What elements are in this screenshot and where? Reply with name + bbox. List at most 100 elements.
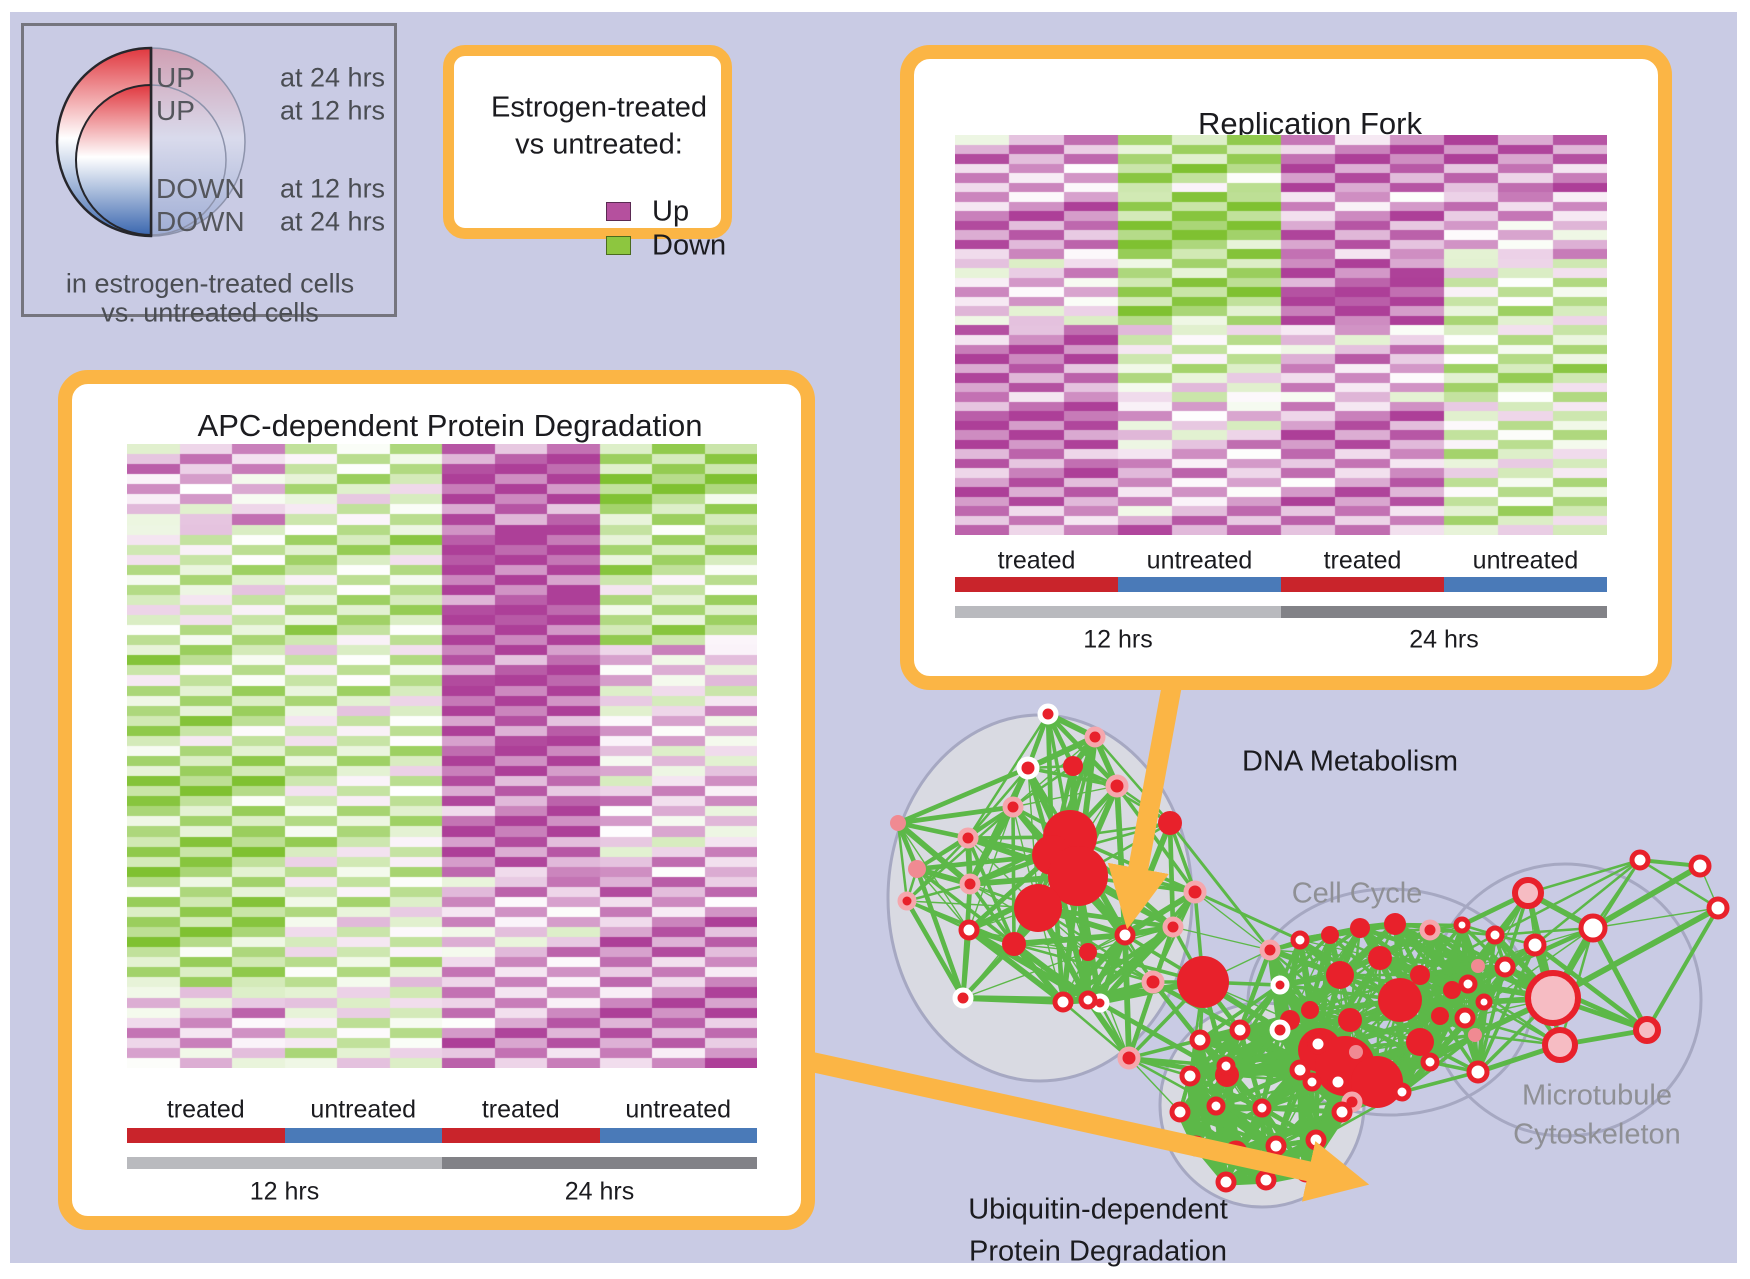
network-edge: [1168, 822, 1197, 893]
network-node-d28-solid: [1177, 956, 1229, 1008]
network-edge: [915, 867, 1016, 946]
network-node-d5-phalo: [1084, 726, 1106, 748]
network-node-c2-wring: [1290, 930, 1310, 950]
heatmap-time-label-rf-1: 24 hrs: [1409, 625, 1479, 654]
network-node-u10-wring: [1206, 1096, 1226, 1116]
network-node-d8-pink: [908, 860, 926, 878]
network-node-u1-wring: [1189, 1029, 1211, 1051]
network-node-c27-wring: [1302, 1072, 1322, 1092]
ring-legend-caption-line1: in estrogen-treated cells: [65, 268, 355, 299]
up-down-ring-diagram: [55, 46, 246, 238]
network-edge: [1401, 1070, 1479, 1094]
network-node-c9-solid: [1301, 1001, 1319, 1019]
network-edge: [914, 868, 966, 999]
network-node-u16-wring: [1215, 1171, 1237, 1193]
ring-legend-time-1: at 12 hrs: [280, 95, 386, 126]
network-edge: [906, 882, 971, 903]
heatmap-condition-bar-rf-1: [1118, 577, 1281, 592]
network-edge: [1592, 907, 1719, 929]
network-cluster-label-3: Cytoskeleton: [1513, 1118, 1681, 1151]
network-node-c13-solid: [1443, 981, 1461, 999]
ring-legend-time-2: at 12 hrs: [280, 173, 386, 204]
network-edge: [1062, 1001, 1130, 1059]
network-node-c19-solid: [1431, 1007, 1449, 1025]
network-node-c17-solid: [1338, 1008, 1362, 1032]
network-node-c25-wring: [1392, 1082, 1412, 1102]
network-edge: [1188, 1028, 1242, 1078]
apc-heatmap: [127, 444, 757, 1068]
network-node-d3-phalo: [1105, 774, 1129, 798]
network-node-m6-wring: [1458, 974, 1478, 994]
network-node-m12-wring: [1688, 854, 1712, 878]
network-node-d2-solid: [1063, 756, 1083, 776]
heatmap-time-bar-rf-0: [955, 606, 1281, 618]
ring-legend-direction-2: DOWN: [156, 173, 245, 204]
network-node-m3-wring: [1523, 933, 1547, 957]
network-edge: [916, 868, 970, 931]
updown-legend-title-line2: vs untreated:: [515, 128, 683, 161]
network-node-d15-wring: [1052, 991, 1074, 1013]
network-edge: [897, 822, 970, 931]
network-edge: [1087, 950, 1154, 984]
heatmap-time-bar-apc-0: [127, 1157, 442, 1169]
network-node-c10-solid: [1326, 961, 1354, 989]
replication-fork-heatmap: [955, 135, 1607, 535]
network-edge: [904, 899, 966, 1000]
heatmap-group-label-rf-0: treated: [997, 546, 1076, 575]
network-node-d23-phalo: [1183, 880, 1207, 904]
network-edge: [1046, 712, 1119, 788]
network-node-u20-wring: [1252, 1098, 1272, 1118]
network-node-m10-wring: [1466, 1060, 1490, 1084]
ring-legend-caption-line2: vs. untreated cells: [101, 297, 319, 328]
network-node-u3-whalo: [1269, 1019, 1291, 1041]
network-edge: [1476, 966, 1507, 1073]
network-edge: [1215, 1067, 1301, 1109]
network-edge: [1026, 734, 1097, 771]
network-edge: [1115, 784, 1197, 894]
network-node-d17-phalo: [1117, 1046, 1141, 1070]
heatmap-condition-bar-rf-2: [1281, 577, 1444, 592]
network-node-c7-wring: [1453, 916, 1471, 934]
network-edge: [1012, 785, 1118, 808]
network-node-c6-phalo: [1419, 919, 1441, 941]
network-node-d27-phalo: [1141, 970, 1165, 994]
heatmap-group-label-apc-1: untreated: [310, 1095, 417, 1124]
network-node-d9-pink: [890, 815, 906, 831]
network-node-d22-solid: [1158, 811, 1182, 835]
network-edge: [1534, 859, 1641, 946]
apc-panel-title: APC-dependent Protein Degradation: [197, 408, 703, 443]
network-node-m7-pring: [1525, 970, 1581, 1026]
network-edge: [896, 820, 972, 887]
panel-to-cluster-arrow-0: [1107, 650, 1188, 930]
network-node-c3-solid: [1321, 926, 1339, 944]
network-edge: [906, 899, 1015, 946]
network-node-c12-solid: [1410, 965, 1430, 985]
network-node-m14-wring: [1629, 849, 1651, 871]
network-node-u2-wring: [1229, 1019, 1251, 1041]
heatmap-time-label-rf-0: 12 hrs: [1083, 625, 1153, 654]
network-node-d26-solid: [1079, 943, 1097, 961]
network-edge: [1551, 905, 1720, 1001]
network-node-d25-wring: [1114, 924, 1136, 946]
heatmap-group-label-apc-0: treated: [166, 1095, 245, 1124]
heatmap-group-label-rf-1: untreated: [1146, 546, 1253, 575]
ring-legend-direction-3: DOWN: [156, 206, 245, 237]
network-edge: [1466, 983, 1480, 1073]
network-edge: [1464, 892, 1529, 1019]
network-node-m8-wring: [1454, 1007, 1476, 1029]
network-edge: [967, 767, 1029, 839]
network-node-d13-solid: [1002, 932, 1026, 956]
network-cluster-label-2: Microtubule: [1522, 1079, 1672, 1112]
updown-legend-title-line1: Estrogen-treated: [490, 91, 708, 124]
heatmap-time-bar-rf-1: [1281, 606, 1607, 618]
ring-legend-box: UP at 24 hrs UP at 12 hrs DOWN at 12 hrs DOWN a…: [21, 23, 397, 328]
network-node-u14-wring: [1265, 1135, 1287, 1157]
heatmap-condition-bar-rf-0: [955, 577, 1118, 592]
network-node-c14-pink: [1471, 959, 1485, 973]
network-edge: [1194, 890, 1301, 942]
network-node-u19-pink: [1349, 1045, 1363, 1059]
network-edge: [1494, 858, 1641, 937]
heatmap-group-label-apc-3: untreated: [625, 1095, 732, 1124]
heatmap-condition-bar-apc-0: [127, 1128, 285, 1143]
